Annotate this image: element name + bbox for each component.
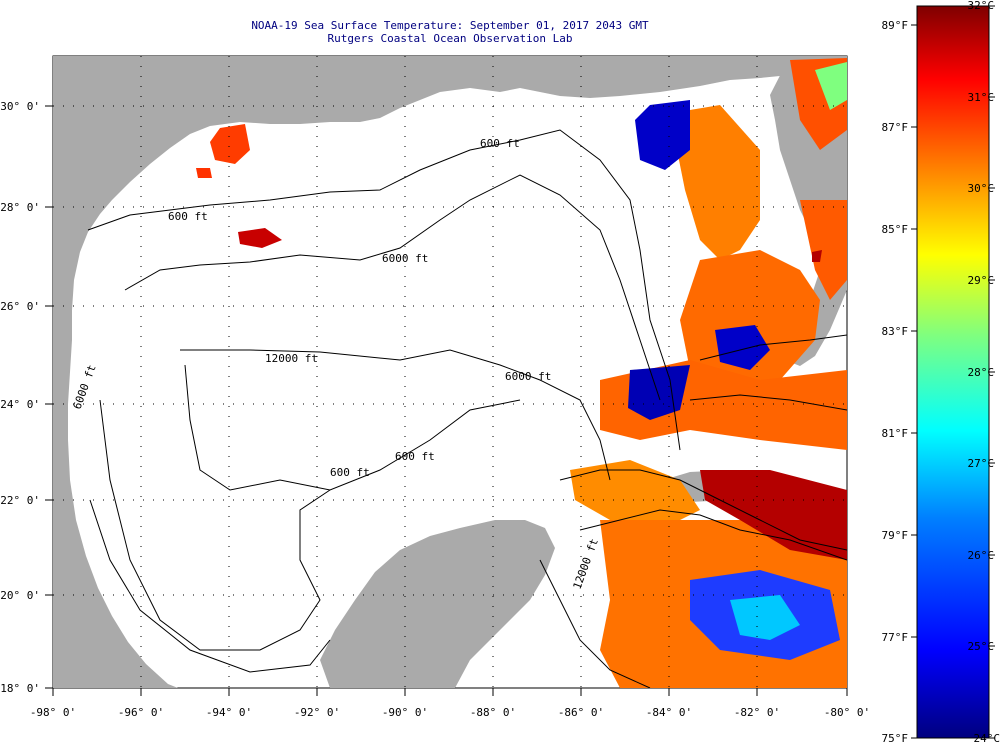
colorbar-f-label: 83°F — [882, 325, 909, 338]
contour-label: 600 ft — [480, 137, 520, 150]
colorbar-c-label: 24°C — [974, 732, 1000, 745]
colorbar-c-label: 25°C — [968, 640, 995, 653]
colorbar-f-label: 75°F — [882, 732, 909, 745]
latitude-label: 28° 0' — [0, 201, 40, 214]
contour-label: 6000 ft — [505, 370, 551, 383]
longitude-label: -84° 0' — [646, 706, 692, 719]
colorbar-gradient — [916, 5, 990, 739]
colorbar-c-label: 28°C — [968, 366, 995, 379]
colorbar-f-label: 85°F — [882, 223, 909, 236]
contour-label: 12000 ft — [265, 352, 318, 365]
latitude-label: 22° 0' — [0, 494, 40, 507]
latitude-label: 18° 0' — [0, 682, 40, 695]
colorbar-c-label: 29°C — [968, 274, 995, 287]
longitude-label: -88° 0' — [470, 706, 516, 719]
latitude-label: 30° 0' — [0, 100, 40, 113]
bathymetry-contours — [87, 129, 847, 688]
colorbar-f-label: 89°F — [882, 19, 909, 32]
contour-label: 600 ft — [330, 466, 370, 479]
longitude-label: -90° 0' — [382, 706, 428, 719]
colorbar: 89°F 87°F 85°F 83°F 81°F 79°F 77°F 75°F … — [882, 0, 1000, 745]
colorbar-f-label: 79°F — [882, 529, 909, 542]
longitude-label: -82° 0' — [734, 706, 780, 719]
longitude-label: -92° 0' — [294, 706, 340, 719]
contour-label: 600 ft — [168, 210, 208, 223]
longitude-label: -86° 0' — [558, 706, 604, 719]
map-subtitle: Rutgers Coastal Ocean Observation Lab — [327, 32, 573, 45]
map-title: NOAA-19 Sea Surface Temperature: Septemb… — [251, 19, 649, 32]
colorbar-f-label: 87°F — [882, 121, 909, 134]
colorbar-c-label: 30°C — [968, 182, 995, 195]
latitude-labels: 30° 0' 28° 0' 26° 0' 24° 0' 22° 0' 20° 0… — [0, 100, 40, 695]
latitude-label: 24° 0' — [0, 398, 40, 411]
sst-data — [196, 58, 847, 688]
latitude-label: 26° 0' — [0, 300, 40, 313]
colorbar-f-label: 81°F — [882, 427, 909, 440]
colorbar-c-label: 26°C — [968, 549, 995, 562]
colorbar-c-label: 27°C — [968, 457, 995, 470]
axis-ticks — [45, 105, 848, 696]
contour-label: 6000 ft — [382, 252, 428, 265]
colorbar-c-label: 32°C — [968, 0, 995, 12]
contour-label: 600 ft — [395, 450, 435, 463]
longitude-label: -98° 0' — [30, 706, 76, 719]
longitude-label: -94° 0' — [206, 706, 252, 719]
colorbar-c-label: 31°C — [968, 91, 995, 104]
longitude-labels: -98° 0' -96° 0' -94° 0' -92° 0' -90° 0' … — [30, 706, 870, 719]
latitude-label: 20° 0' — [0, 589, 40, 602]
longitude-label: -96° 0' — [118, 706, 164, 719]
colorbar-f-label: 77°F — [882, 631, 909, 644]
longitude-label: -80° 0' — [824, 706, 870, 719]
